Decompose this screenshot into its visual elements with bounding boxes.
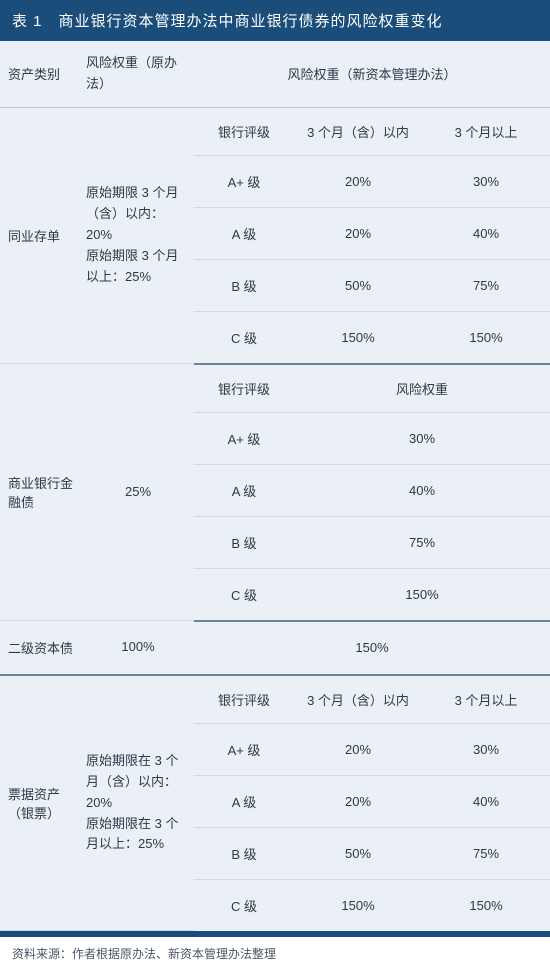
source-note: 资料来源：作者根据原办法、新资本管理办法整理 <box>0 937 550 978</box>
cell-o3: 30% <box>422 723 550 775</box>
subhead-over3m: 3 个月以上 <box>422 675 550 724</box>
cell-o3: 75% <box>422 259 550 311</box>
cell-rating: A+ 级 <box>194 412 294 464</box>
category-tier2: 二级资本债 <box>0 621 82 675</box>
cell-w3: 20% <box>294 207 422 259</box>
cell-w3: 20% <box>294 723 422 775</box>
cell-rating: A 级 <box>194 207 294 259</box>
category-bills: 票据资产（银票） <box>0 675 82 931</box>
cell-o3: 150% <box>422 879 550 931</box>
table-container: 表 1 商业银行资本管理办法中商业银行债券的风险权重变化 资产类别 风险权重（原… <box>0 0 550 937</box>
risk-weight-table: 资产类别 风险权重（原办法） 风险权重（新资本管理办法） 同业存单 原始期限 3… <box>0 41 550 931</box>
sub-header-row: 商业银行金融债 25% 银行评级 风险权重 <box>0 364 550 413</box>
cell-weight: 150% <box>294 568 550 621</box>
cell-w3: 50% <box>294 827 422 879</box>
cell-rating: A+ 级 <box>194 155 294 207</box>
sub-header-row: 票据资产（银票） 原始期限在 3 个月（含）以内：20% 原始期限在 3 个月以… <box>0 675 550 724</box>
cell-weight: 40% <box>294 464 550 516</box>
cell-o3: 40% <box>422 775 550 827</box>
cell-rating: A 级 <box>194 775 294 827</box>
category-financial-bond: 商业银行金融债 <box>0 364 82 621</box>
subhead-rating: 银行评级 <box>194 107 294 155</box>
cell-o3: 30% <box>422 155 550 207</box>
old-weight-tier2: 100% <box>82 621 194 675</box>
header-new: 风险权重（新资本管理办法） <box>194 41 550 107</box>
table-header-row: 资产类别 风险权重（原办法） 风险权重（新资本管理办法） <box>0 41 550 107</box>
header-category: 资产类别 <box>0 41 82 107</box>
cell-rating: A 级 <box>194 464 294 516</box>
cell-o3: 40% <box>422 207 550 259</box>
sub-header-row: 同业存单 原始期限 3 个月（含）以内：20% 原始期限 3 个月以上：25% … <box>0 107 550 155</box>
cell-rating: B 级 <box>194 516 294 568</box>
cell-w3: 150% <box>294 311 422 364</box>
subhead-within3m: 3 个月（含）以内 <box>294 107 422 155</box>
header-old: 风险权重（原办法） <box>82 41 194 107</box>
subhead-riskweight: 风险权重 <box>294 364 550 413</box>
category-interbank-cd: 同业存单 <box>0 107 82 364</box>
cell-rating: B 级 <box>194 827 294 879</box>
cell-rating: A+ 级 <box>194 723 294 775</box>
cell-w3: 20% <box>294 155 422 207</box>
cell-rating: B 级 <box>194 259 294 311</box>
cell-rating: C 级 <box>194 879 294 931</box>
cell-o3: 150% <box>422 311 550 364</box>
cell-rating: C 级 <box>194 568 294 621</box>
subhead-rating: 银行评级 <box>194 364 294 413</box>
cell-w3: 150% <box>294 879 422 931</box>
cell-w3: 50% <box>294 259 422 311</box>
old-weight-financial-bond: 25% <box>82 364 194 621</box>
cell-rating: C 级 <box>194 311 294 364</box>
old-weight-interbank-cd: 原始期限 3 个月（含）以内：20% 原始期限 3 个月以上：25% <box>82 107 194 364</box>
cell-weight: 75% <box>294 516 550 568</box>
cell-weight: 30% <box>294 412 550 464</box>
cell-w3: 20% <box>294 775 422 827</box>
table-row: 二级资本债 100% 150% <box>0 621 550 675</box>
cell-o3: 75% <box>422 827 550 879</box>
table-title: 表 1 商业银行资本管理办法中商业银行债券的风险权重变化 <box>0 0 550 41</box>
subhead-over3m: 3 个月以上 <box>422 107 550 155</box>
new-weight-tier2: 150% <box>194 621 550 675</box>
subhead-rating: 银行评级 <box>194 675 294 724</box>
subhead-within3m: 3 个月（含）以内 <box>294 675 422 724</box>
old-weight-bills: 原始期限在 3 个月（含）以内：20% 原始期限在 3 个月以上：25% <box>82 675 194 931</box>
